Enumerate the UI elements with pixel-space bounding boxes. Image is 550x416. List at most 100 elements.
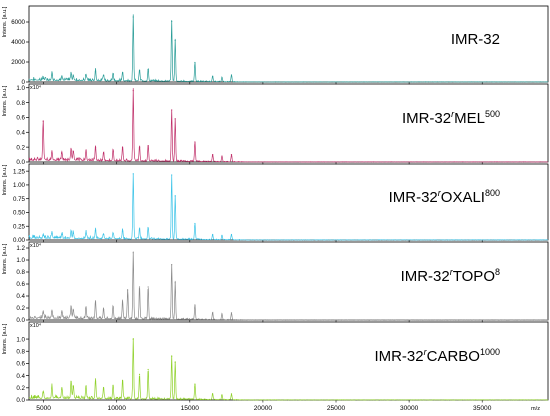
y-tick-label: 0.6: [16, 115, 25, 122]
y-axis-label: Intens. [a.u.]: [2, 323, 8, 354]
peak-point: [42, 234, 44, 237]
y-tick-label: 0.6: [16, 281, 25, 288]
y-tick-label: 0.2: [16, 385, 25, 392]
peak-point: [94, 301, 97, 303]
peak-point: [147, 368, 149, 371]
peak-point: [221, 155, 223, 157]
peak-point: [42, 392, 44, 394]
y-axis-label: Intens. [a.u.]: [2, 243, 8, 274]
y-tick-label: 0.4: [16, 293, 25, 300]
peak-point: [147, 227, 149, 229]
peak-point: [174, 195, 176, 197]
drug-concentration: 500: [485, 109, 500, 119]
peak-point: [230, 153, 233, 156]
peak-point: [127, 289, 129, 291]
peak-point: [51, 151, 53, 153]
spectrum-panel-4: 0.0 0.2 0.4 0.6 0.8 1.0 1.2 Intens. [a.u.] x10⁴ I…: [2, 241, 549, 324]
y-tick-label: 0.50: [13, 210, 26, 217]
peak-point: [102, 233, 105, 236]
y-tick-label: 1.0: [16, 336, 25, 343]
peak-point: [212, 75, 214, 77]
peak-point: [61, 152, 63, 154]
resistance-mark: r: [451, 109, 455, 119]
peak-point: [174, 39, 176, 42]
peak-point: [194, 222, 196, 225]
peak-point: [121, 72, 124, 74]
peak-point: [72, 309, 74, 311]
peak-point: [132, 252, 134, 254]
peak-point: [147, 68, 149, 71]
spectrum-panel-3: 0.00 0.25 0.50 0.75 1.00 1.25 Intens. [a.u.] IM…: [2, 163, 549, 244]
y-tick-label: 0.00: [13, 237, 26, 244]
peak-point: [72, 385, 74, 388]
peak-point: [194, 141, 196, 143]
y-tick-label: 0.0: [16, 159, 25, 166]
peak-point: [121, 379, 124, 382]
spectrum-line: [28, 337, 549, 401]
peak-point: [42, 312, 44, 314]
y-tick-label: 0.4: [16, 129, 25, 136]
peak-point: [212, 233, 214, 236]
peak-point: [138, 146, 141, 148]
y-tick-label: 1.2: [16, 245, 25, 252]
spectrum-line: [28, 173, 549, 241]
peak-point: [72, 75, 74, 77]
peak-point: [147, 145, 149, 147]
drug-name: TOPO: [453, 268, 495, 285]
peak-point: [171, 174, 173, 176]
y-exponent: x10⁴: [30, 323, 42, 329]
peak-point: [221, 313, 223, 315]
peak-point: [70, 230, 72, 232]
y-axis-label: Intens. [a.u.]: [2, 85, 8, 116]
y-exponent: x10⁴: [30, 243, 42, 249]
peak-point: [85, 307, 87, 309]
peak-point: [221, 394, 223, 396]
peak-point: [147, 286, 149, 288]
peak-point: [194, 304, 196, 306]
peak-point: [138, 286, 141, 288]
peak-point: [70, 148, 72, 150]
resistance-mark: r: [450, 267, 454, 277]
drug-concentration: 8: [495, 267, 500, 277]
cell-line-base: IMR-32: [451, 31, 500, 48]
peak-point: [221, 234, 223, 237]
x-tick-label: 30000: [400, 405, 419, 412]
peak-point: [171, 109, 173, 111]
y-axis-label: Intens. [a.u.]: [2, 6, 8, 37]
y-tick-label: 2000: [11, 59, 25, 66]
cell-line-name: IMR-32rOXALI800: [389, 188, 500, 206]
peak-point: [230, 74, 233, 76]
y-tick-label: 0.2: [16, 305, 25, 312]
peak-point: [102, 387, 105, 389]
x-tick-label: 15000: [181, 405, 200, 412]
y-tick-label: 0.25: [13, 223, 26, 230]
x-tick-label: 25000: [327, 405, 346, 412]
y-tick-label: 0.6: [16, 361, 25, 368]
peak-point: [138, 373, 141, 376]
x-tick-label: 20000: [254, 405, 273, 412]
peak-point: [85, 74, 87, 77]
peak-point: [132, 338, 134, 340]
cell-line-base: IMR-32: [374, 348, 423, 365]
y-tick-label: 1.0: [16, 85, 25, 92]
peak-point: [138, 228, 141, 230]
cell-line-name: IMR-32rTOPO8: [401, 267, 500, 285]
peak-point: [94, 381, 97, 383]
y-tick-label: 0.2: [16, 144, 25, 151]
peak-point: [230, 312, 233, 314]
peak-point: [102, 308, 105, 310]
peak-point: [72, 232, 74, 234]
x-tick-label: 35000: [473, 405, 492, 412]
peak-point: [51, 311, 53, 313]
resistance-mark: r: [438, 188, 442, 198]
peak-point: [112, 232, 114, 234]
cell-line-base: IMR-32: [401, 268, 450, 285]
y-tick-label: 0.0: [16, 317, 25, 324]
peak-point: [42, 77, 44, 79]
peak-point: [94, 146, 97, 148]
peak-point: [171, 355, 173, 357]
peak-point: [112, 151, 114, 153]
y-axis-label: Intens. [a.u.]: [2, 164, 8, 195]
peak-point: [112, 73, 114, 75]
cell-line-base: IMR-32: [402, 110, 451, 127]
